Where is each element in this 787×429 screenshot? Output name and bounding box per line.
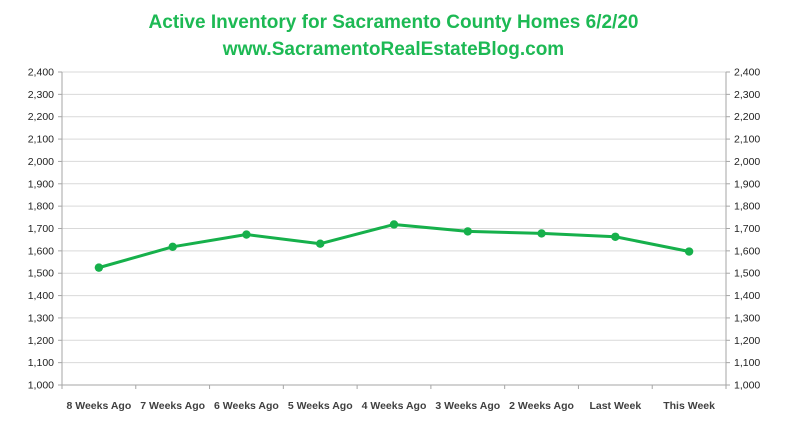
y-tick-label-left: 1,300: [28, 312, 54, 324]
x-tick-label: 7 Weeks Ago: [140, 400, 205, 412]
y-tick-label-right: 1,500: [734, 268, 760, 280]
y-tick-label-left: 2,000: [28, 156, 54, 168]
x-tick-label: This Week: [663, 400, 715, 412]
y-tick-label-left: 1,200: [28, 335, 54, 347]
x-tick-label: 3 Weeks Ago: [435, 400, 500, 412]
y-tick-label-left: 2,300: [28, 89, 54, 101]
x-tick-label: 2 Weeks Ago: [509, 400, 574, 412]
chart-title: Active Inventory for Sacramento County H…: [148, 12, 639, 33]
y-tick-label-right: 1,000: [734, 380, 760, 392]
gridlines: [62, 71, 726, 364]
x-tick-label: Last Week: [589, 400, 641, 412]
data-point: [242, 230, 251, 239]
y-tick-label-left: 1,800: [28, 201, 54, 213]
y-tick-label-right: 1,700: [734, 223, 760, 235]
y-tick-label-right: 2,300: [734, 89, 760, 101]
series-inventory: [94, 220, 694, 272]
data-point: [537, 229, 546, 238]
data-point: [94, 263, 104, 272]
data-point: [168, 242, 177, 252]
y-tick-label-right: 2,000: [734, 156, 760, 168]
y-tick-label-left: 1,500: [28, 268, 54, 280]
y-tick-label-right: 1,200: [734, 335, 760, 347]
y-tick-label-right: 1,400: [734, 290, 760, 302]
y-tick-label-right: 1,600: [734, 245, 760, 257]
y-tick-label-right: 2,200: [734, 111, 760, 123]
y-tick-label-left: 1,400: [28, 290, 54, 302]
chart-subtitle: www.SacramentoRealEstateBlog.com: [222, 39, 565, 60]
x-tick-label: 5 Weeks Ago: [288, 400, 353, 412]
y-axis-left-labels: 1,000 1,100 1,200 1,300 1,400 1,500 1,600 1,700…: [28, 67, 54, 392]
y-tick-label-left: 2,200: [28, 111, 54, 123]
y-tick-label-left: 1,700: [28, 223, 54, 235]
data-point: [389, 220, 399, 229]
y-tick-label-right: 1,300: [734, 312, 760, 324]
y-tick-label-left: 1,600: [28, 245, 54, 257]
y-tick-label-right: 1,100: [734, 357, 760, 369]
y-axis-right-labels: 1,000 1,100 1,200 1,300 1,400 1,500 1,600 1,700…: [734, 67, 760, 392]
y-tick-label-left: 1,100: [28, 357, 54, 369]
x-tick-label: 6 Weeks Ago: [214, 400, 279, 412]
x-axis-labels: 8 Weeks Ago 7 Weeks Ago 6 Weeks Ago 5 Weeks…: [66, 400, 715, 412]
data-point: [684, 247, 694, 256]
series-line: [97, 222, 691, 270]
data-point: [463, 227, 472, 236]
x-tick-label: 4 Weeks Ago: [362, 400, 427, 412]
y-tick-label-right: 1,900: [734, 178, 760, 190]
y-tick-label-left: 2,100: [28, 134, 54, 146]
y-tick-label-right: 2,400: [734, 67, 760, 79]
data-point: [316, 239, 325, 248]
x-tick-label: 8 Weeks Ago: [66, 400, 131, 412]
y-tick-label-left: 2,400: [28, 67, 54, 79]
y-tick-label-left: 1,000: [28, 380, 54, 392]
data-point: [611, 232, 620, 241]
y-tick-label-right: 2,100: [734, 134, 760, 146]
y-tick-label-left: 1,900: [28, 178, 54, 190]
axes: [58, 71, 730, 389]
y-tick-label-right: 1,800: [734, 201, 760, 213]
